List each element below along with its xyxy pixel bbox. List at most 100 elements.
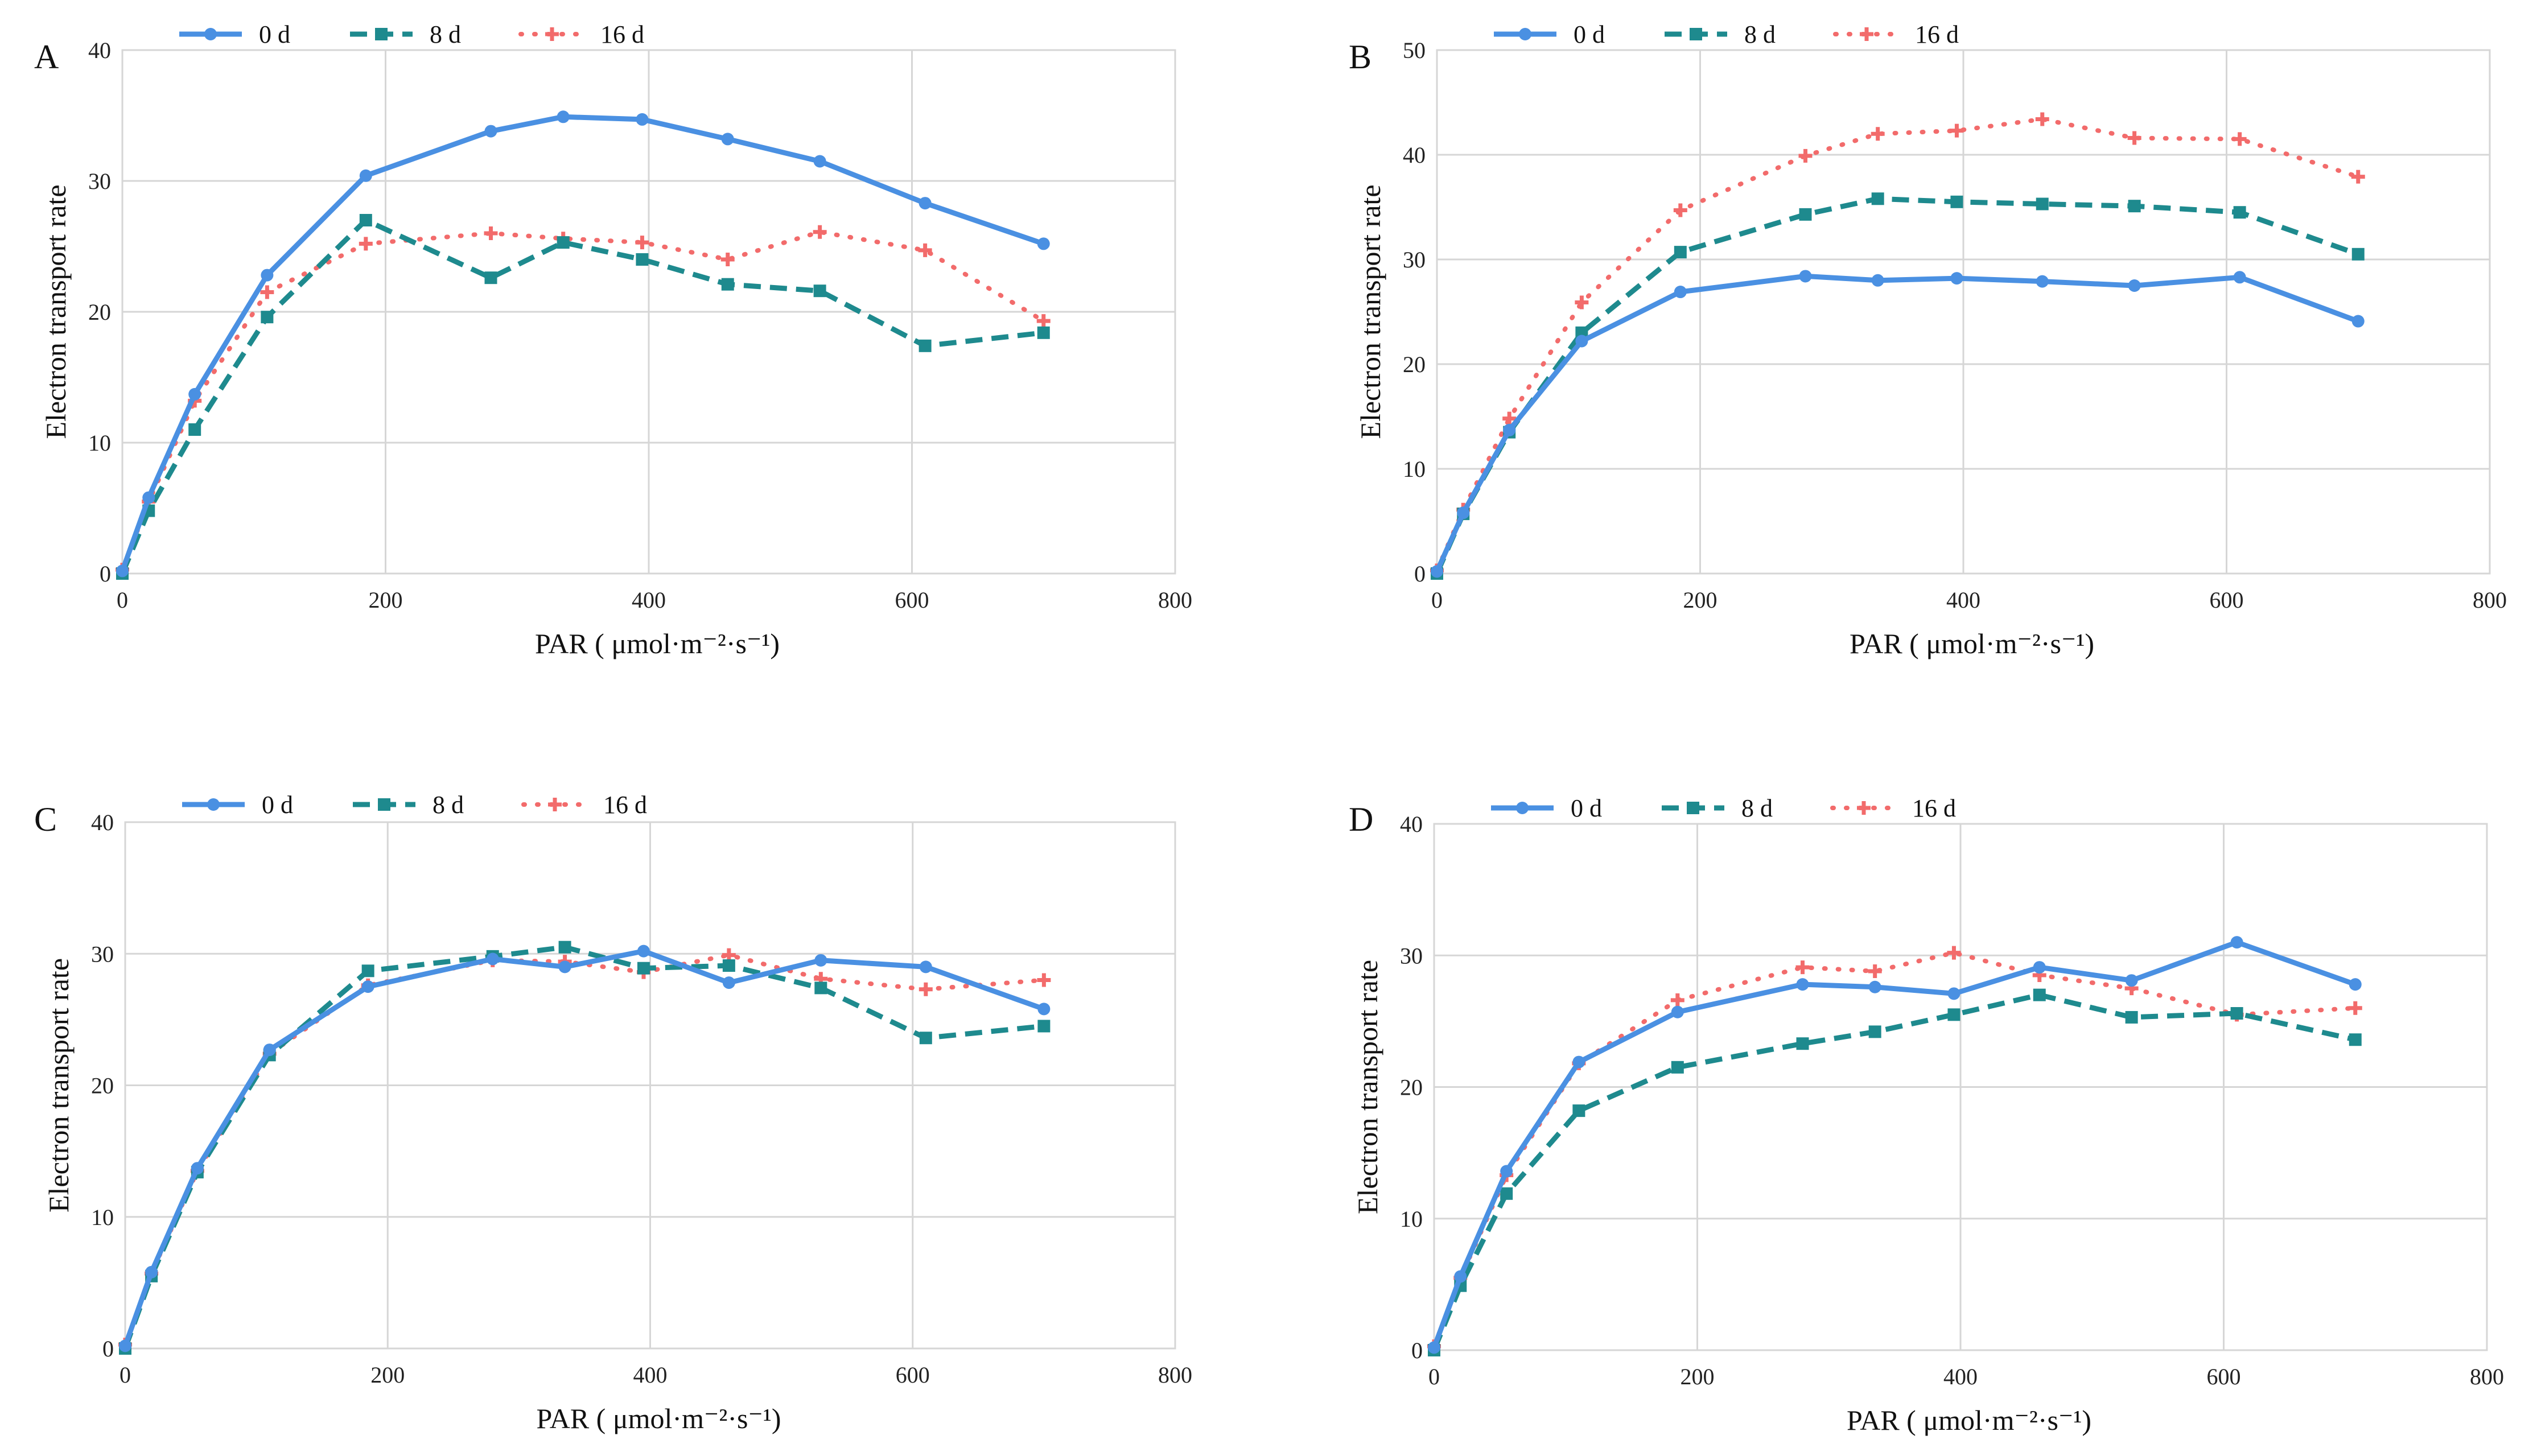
panel-a-x-tick-label: 0	[117, 587, 128, 613]
panel-b-series-16d-point	[1950, 123, 1964, 138]
panel-a-y-tick-label: 0	[100, 561, 111, 587]
panel-d-series-8d-line	[1431, 992, 2356, 1351]
panel-b-legend-16d-marker	[1860, 27, 1873, 41]
panel-c-x-axis-title: PAR ( μmol·m⁻²·s⁻¹)	[537, 1403, 781, 1434]
panel-c-y-tick-label: 40	[91, 810, 114, 835]
panel-c-series-8d-point	[558, 941, 571, 954]
panel-c-x-tick-label: 800	[1158, 1362, 1192, 1388]
panel-a-series-0d-point	[359, 169, 372, 182]
panel-b-series-8d-line	[1434, 196, 2359, 575]
panel-d-series-8d-point	[2230, 1007, 2243, 1020]
panel-c-legend-0d-label: 0 d	[262, 791, 293, 819]
panel-d-legend-16d-marker	[1857, 801, 1871, 815]
panel-a-series-0d-point	[484, 125, 497, 138]
panel-b-legend-8d-marker	[1690, 28, 1702, 40]
panel-d-series-0d-point	[1947, 987, 1960, 1000]
panel-d-series-0d-point	[1500, 1165, 1513, 1178]
panel-d-y-axis-title: Electron transport rate	[1352, 960, 1383, 1214]
panel-c-series-0d-point	[145, 1265, 158, 1278]
panel-a-series-8d-point	[188, 423, 201, 436]
panel-c-x-tick-label: 600	[896, 1362, 930, 1388]
panel-b-series-16d-point	[1673, 203, 1687, 217]
panel-d-series-0d-point	[2125, 974, 2138, 987]
panel-a-series-16d-point	[918, 243, 932, 257]
panel-d-series-8d-point	[1500, 1187, 1513, 1200]
panel-b-y-tick-label: 30	[1403, 247, 1426, 273]
panel-b-y-tick-label: 50	[1403, 38, 1426, 63]
panel-c-series-0d-point	[919, 960, 932, 974]
panel-a-series-0d-line	[120, 114, 1047, 574]
panel-c-legend-8d-label: 8 d	[433, 791, 464, 819]
panel-a-series-16d-point	[635, 236, 649, 250]
panel-d-legend-8d-marker	[1687, 802, 1699, 814]
panel-a-series-16d-point	[1036, 314, 1051, 328]
panel-d-legend-0d-label: 0 d	[1571, 794, 1602, 822]
panel-d-series-0d-point	[2033, 961, 2046, 974]
panel-c-series-0d-point	[361, 980, 374, 993]
panel-d-series-8d-point	[1572, 1104, 1585, 1117]
panel-a-series-0d-point	[142, 491, 155, 504]
panel-c-series-0d-line	[122, 948, 1047, 1348]
panel-a-chart: 0 200 400 600 800 0 10 20 30 40 PAR ( μmol·m⁻²·s⁻¹…	[34, 20, 1192, 659]
panel-a-legend-16d-label: 16 d	[600, 20, 644, 48]
panel-d-series-0d-point	[1796, 978, 1809, 991]
panel-d-x-tick-label: 400	[1943, 1364, 1978, 1389]
panel-c-series-0d-point	[263, 1043, 276, 1057]
panel-c-series-0d-point	[191, 1162, 204, 1175]
panel-d-series-8d-point	[1671, 1061, 1684, 1074]
panel-b-series-8d-point	[2128, 200, 2141, 213]
panel-a-y-tick-label: 40	[88, 38, 111, 63]
panel-a-legend-8d-marker	[375, 28, 388, 40]
panel-d-series-0d-point	[1671, 1005, 1684, 1018]
panel-c-series-8d-point	[722, 959, 735, 972]
panel-d-series-8d-point	[1796, 1037, 1809, 1050]
panel-d-series-8d-point	[2125, 1010, 2138, 1024]
panel-b-x-axis-title: PAR ( μmol·m⁻²·s⁻¹)	[1850, 628, 2094, 659]
panel-c-series-8d-point	[361, 964, 374, 977]
panel-d-y-tick-label: 10	[1400, 1206, 1423, 1232]
panel-c-series-8d-point	[637, 962, 650, 975]
panel-a-series-0d-point	[919, 197, 932, 210]
panel-b-series-8d-point	[2351, 248, 2365, 261]
panel-b-series-0d-point	[2233, 271, 2246, 284]
panel-b-series-0d-point	[1674, 286, 1687, 299]
panel-b-x-tick-label: 400	[1946, 587, 1980, 613]
panel-b-series-8d-point	[1871, 192, 1884, 205]
panel-b-x-tick-label: 0	[1431, 587, 1443, 613]
panel-b-series-0d-point	[1431, 565, 1443, 578]
panel-d-legend-8d-label: 8 d	[1741, 794, 1773, 822]
panel-d-x-axis-title: PAR ( μmol·m⁻²·s⁻¹)	[1847, 1404, 2091, 1436]
panel-d-series-0d-point	[1428, 1341, 1440, 1354]
panel-b-y-tick-label: 0	[1414, 561, 1426, 587]
panel-b-series-0d-line	[1434, 273, 2361, 574]
panel-d-legend-0d-marker	[1516, 802, 1529, 814]
panel-b-legend: 0 d 8 d 16 d	[1494, 20, 1959, 48]
panel-c-y-tick-label: 30	[91, 941, 114, 967]
panel-a-series-8d-point	[919, 339, 932, 352]
panel-a-series-16d-point	[813, 225, 827, 239]
panel-b-series-8d-point	[1799, 208, 1812, 221]
panel-c-legend: 0 d 8 d 16 d	[182, 791, 647, 819]
panel-d-series-0d-point	[1868, 980, 1881, 993]
panel-b-series-0d-point	[2128, 279, 2141, 292]
panel-c-series-8d-point	[919, 1032, 932, 1045]
panel-b-series-16d-point	[1502, 411, 1517, 426]
panel-b-legend-16d-label: 16 d	[1915, 20, 1959, 48]
panel-d-x-tick-label: 800	[2470, 1364, 2504, 1389]
panel-b-series-16d-point	[2351, 170, 2365, 184]
panel-a-x-tick-label: 800	[1158, 587, 1192, 613]
panel-b-series-0d-point	[1799, 270, 1812, 283]
panel-c-series-8d-point	[814, 981, 827, 995]
panel-a-series-8d-point	[359, 214, 372, 226]
panel-a-x-axis-title: PAR ( μmol·m⁻²·s⁻¹)	[535, 628, 780, 659]
panel-c-x-tick-label: 0	[120, 1362, 131, 1388]
panel-c-y-tick-label: 0	[102, 1336, 114, 1362]
panel-d-series-16d-point	[1868, 964, 1882, 978]
panel-b-series-0d-point	[2036, 275, 2049, 288]
panel-b-series-0d-point	[1457, 506, 1470, 519]
panel-d-series-16d-point	[2348, 1001, 2362, 1015]
panel-d-series-8d-point	[2349, 1033, 2362, 1046]
panel-b-series-0d-point	[1871, 274, 1884, 287]
panel-b-series-16d-line	[1435, 117, 2361, 573]
panel-a-series-0d-point	[636, 113, 649, 126]
